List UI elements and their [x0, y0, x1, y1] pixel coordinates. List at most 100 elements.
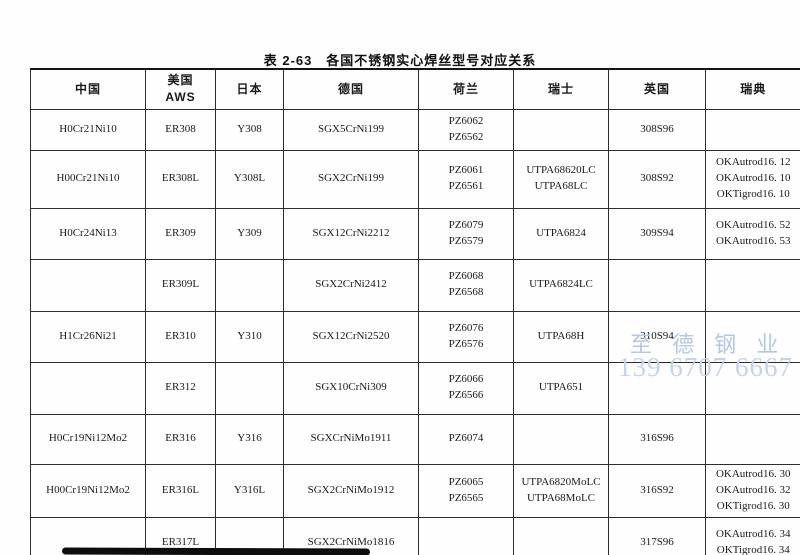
cell-uk: 308S96 — [608, 108, 706, 151]
column-header-japan: 日本 — [215, 67, 284, 110]
cell-china: H00Cr21Ni10 — [30, 149, 146, 209]
wire-table: 中国 美国 AWS 日本 德国 荷兰 瑞士 英国 瑞典 H0Cr21Ni10 ER308 Y308 S… — [30, 67, 800, 555]
cell-uk: 316S96 — [608, 413, 706, 465]
table-title: 表 2-63 各国不锈钢实心焊丝型号对应关系 — [263, 53, 537, 68]
cell-line: 310S94 — [640, 329, 674, 342]
header-line: 荷兰 — [452, 81, 479, 96]
cell-usa-aws: ER316L — [145, 463, 216, 518]
cell-line: Y316L — [233, 483, 266, 496]
cell-germany: SGXCrNiMo1911 — [283, 413, 419, 465]
cell-line: Y310 — [237, 329, 262, 342]
cell-line: ER316 — [165, 432, 196, 445]
cell-netherlands: PZ6066 PZ6566 — [418, 361, 514, 415]
cell-line: PZ6065 — [448, 475, 484, 488]
cell-sweden: OKAutrod16. 12 OKAutrod16. 10 OKTigrod16. … — [705, 149, 800, 209]
cell-line: H1Cr26Ni21 — [59, 329, 117, 342]
cell-line: PZ6576 — [448, 337, 484, 350]
header-line: 日本 — [236, 81, 263, 96]
cell-sweden — [705, 310, 800, 363]
cell-line: UTPA6824LC — [529, 278, 593, 291]
cell-china — [30, 258, 146, 312]
cell-netherlands: PZ6068 PZ6568 — [418, 258, 514, 312]
cell-china: H00Cr19Ni12Mo2 — [30, 463, 146, 518]
cell-sweden — [705, 413, 800, 465]
table-header: 中国 美国 AWS 日本 德国 荷兰 瑞士 英国 瑞典 — [30, 67, 800, 110]
cell-japan: Y316 — [215, 413, 284, 465]
cell-germany: SGX10CrNi309 — [283, 361, 419, 415]
column-header-uk: 英国 — [608, 67, 706, 110]
cell-china — [30, 361, 146, 415]
cell-line: PZ6566 — [448, 389, 484, 402]
cell-usa-aws: ER309 — [145, 207, 216, 260]
cell-line: UTPA68MoLC — [526, 491, 596, 504]
cell-line: H0Cr24Ni13 — [59, 226, 117, 239]
cell-line: OKAutrod16. 34 — [715, 528, 791, 541]
cell-line: SGX12CrNi2520 — [312, 329, 390, 342]
cell-line: H0Cr19Ni12Mo2 — [48, 432, 128, 445]
header-line: 瑞士 — [547, 81, 574, 96]
cell-switzerland: UTPA6820MoLC UTPA68MoLC — [513, 463, 609, 518]
cell-line: SGX2CrNi2412 — [315, 278, 387, 291]
cell-switzerland — [513, 516, 609, 555]
cell-line: PZ6079 — [448, 218, 484, 231]
cell-line: H0Cr21Ni10 — [59, 122, 117, 135]
cell-netherlands: PZ6079 PZ6579 — [418, 207, 514, 260]
cell-usa-aws: ER309L — [145, 258, 216, 312]
cell-uk: 309S94 — [608, 207, 706, 260]
table-row: H1Cr26Ni21 ER310 Y310 SGX12CrNi2520 PZ6076 PZ… — [30, 310, 800, 363]
column-header-sweden: 瑞典 — [705, 67, 800, 110]
cell-line: PZ6074 — [448, 432, 484, 445]
cell-line: Y308L — [233, 172, 266, 185]
cell-line: PZ6066 — [448, 373, 484, 386]
cell-line: Y309 — [237, 226, 262, 239]
cell-line: 308S96 — [640, 122, 674, 135]
cell-japan: Y309 — [215, 207, 284, 260]
cell-line: ER308 — [165, 122, 196, 135]
cell-japan — [215, 258, 284, 312]
cell-usa-aws: ER316 — [145, 413, 216, 465]
cell-japan: Y316L — [215, 463, 284, 518]
column-header-switzerland: 瑞士 — [513, 67, 609, 110]
cell-line: ER309L — [161, 278, 200, 291]
cell-line: ER317L — [161, 536, 200, 549]
cell-japan: Y310 — [215, 310, 284, 363]
cell-usa-aws: ER312 — [145, 361, 216, 415]
header-row: 中国 美国 AWS 日本 德国 荷兰 瑞士 英国 瑞典 — [30, 67, 800, 110]
page-bottom-edge-smudge — [61, 547, 371, 555]
cell-usa-aws: ER308L — [145, 149, 216, 209]
table-body: H0Cr21Ni10 ER308 Y308 SGX5CrNi199 PZ6062 PZ65… — [30, 108, 800, 555]
cell-usa-aws: ER310 — [145, 310, 216, 363]
cell-germany: SGX2CrNi199 — [283, 149, 419, 209]
cell-china: H0Cr24Ni13 — [30, 207, 146, 260]
cell-line: OKAutrod16. 12 — [715, 156, 791, 169]
cell-line: Y316 — [237, 432, 262, 445]
cell-japan: Y308L — [215, 149, 284, 209]
cell-line: UTPA6824 — [536, 226, 586, 239]
cell-sweden — [705, 108, 800, 151]
cell-line: Y308 — [237, 122, 262, 135]
header-line: AWS — [165, 90, 196, 105]
cell-sweden: OKAutrod16. 34 OKTigrod16. 34 — [705, 516, 800, 555]
cell-china: H1Cr26Ni21 — [30, 310, 146, 363]
cell-line: UTPA68H — [537, 329, 585, 342]
cell-line: OKTigrod16. 34 — [716, 544, 790, 555]
cell-netherlands: PZ6061 PZ6561 — [418, 149, 514, 209]
cell-line: H00Cr21Ni10 — [56, 172, 120, 185]
cell-line: ER312 — [165, 381, 196, 394]
cell-line: H00Cr19Ni12Mo2 — [46, 483, 130, 496]
cell-germany: SGX2CrNiMo1912 — [283, 463, 419, 518]
table-row: ER312 SGX10CrNi309 PZ6066 PZ6566 UTPA651 — [30, 361, 800, 415]
watermark-text: 至 德 钢 业 — [630, 332, 786, 357]
cell-netherlands: PZ6076 PZ6576 — [418, 310, 514, 363]
cell-line: PZ6068 — [448, 270, 484, 283]
cell-line: ER308L — [161, 172, 200, 185]
cell-line: SGX5CrNi199 — [317, 122, 384, 135]
header-line: 英国 — [643, 81, 670, 96]
cell-netherlands — [418, 516, 514, 555]
cell-netherlands: PZ6074 — [418, 413, 514, 465]
cell-uk: 316S92 — [608, 463, 706, 518]
cell-usa-aws: ER308 — [145, 108, 216, 151]
cell-line: OKAutrod16. 30 — [715, 467, 791, 480]
cell-switzerland — [513, 108, 609, 151]
